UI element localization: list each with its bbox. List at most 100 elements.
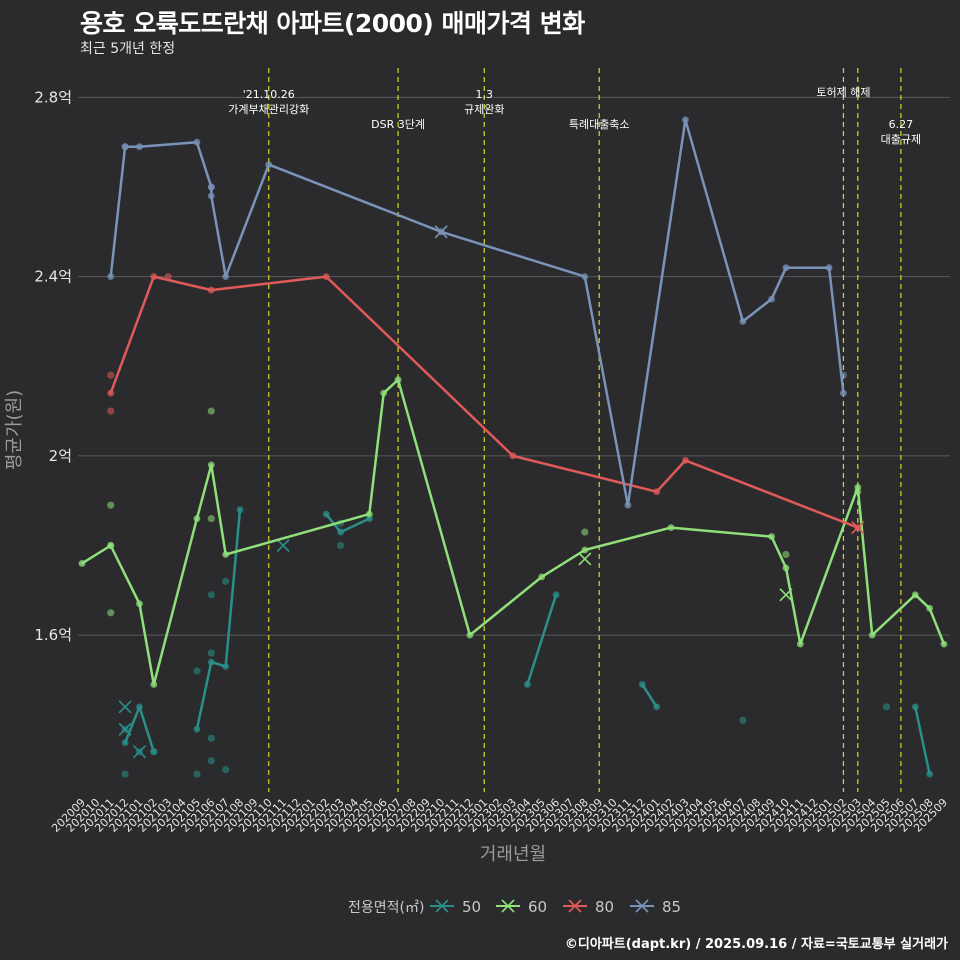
data-point-50 (222, 765, 230, 774)
data-point-50 (121, 770, 129, 778)
data-point-80 (107, 389, 115, 397)
data-point-85 (207, 183, 215, 191)
data-point-50 (193, 667, 201, 675)
data-point-60 (581, 528, 589, 536)
data-point-50 (121, 739, 129, 747)
data-point-85 (222, 273, 230, 281)
legend-swatch-cross (501, 899, 515, 913)
data-point-60 (107, 501, 115, 509)
data-point-85 (839, 371, 848, 379)
data-point-60 (380, 389, 388, 397)
data-point-80 (164, 273, 172, 281)
data-point-60 (78, 560, 86, 567)
data-point-60 (782, 564, 790, 572)
y-tick-label: 2.8억 (34, 88, 72, 106)
event-label: DSR 3단계 (371, 118, 425, 131)
data-point-60 (667, 524, 675, 531)
data-point-60 (107, 541, 115, 550)
data-point-50 (207, 591, 215, 599)
data-point-50 (193, 725, 201, 733)
data-point-60 (868, 631, 876, 639)
series-line-50 (526, 593, 558, 686)
data-point-85 (265, 161, 273, 168)
data-point-85 (121, 143, 129, 151)
data-point-60 (222, 551, 230, 558)
cross-marker-50 (118, 722, 132, 736)
data-point-50 (882, 703, 891, 711)
data-point-50 (236, 506, 244, 514)
series-lines (78, 116, 948, 778)
source-footer: ©디아파트(dapt.kr) / 2025.09.16 / 자료=국토교통부 실… (564, 937, 948, 952)
data-point-50 (337, 528, 344, 536)
event-label: 대출규제 (881, 133, 921, 146)
data-point-50 (222, 577, 230, 585)
event-label: 특례대출축소 (569, 118, 630, 131)
event-label: 규제완화 (464, 103, 504, 116)
data-point-85 (840, 389, 847, 397)
data-point-50 (207, 757, 215, 765)
axes: 1.6억2억2.4억2.8억20200920201020201120201220… (4, 88, 950, 865)
legend-label: 80 (595, 898, 614, 916)
data-point-50 (322, 510, 330, 518)
event-label: 6.27 (889, 118, 914, 131)
chart-title: 용호 오륙도뜨란채 아파트(2000) 매매가격 변화 (80, 9, 585, 38)
data-point-60 (365, 510, 373, 518)
data-point-50 (136, 703, 143, 711)
legend-label: 85 (662, 898, 681, 916)
y-tick-label: 1.6억 (34, 626, 72, 644)
cross-marker-50 (276, 538, 290, 553)
data-point-50 (739, 716, 747, 724)
data-point-50 (911, 703, 919, 711)
series-line-85 (109, 118, 845, 507)
x-axis-title: 거래년월 (480, 844, 546, 865)
data-point-85 (136, 143, 143, 151)
data-point-60 (581, 546, 589, 554)
data-point-85 (207, 192, 215, 200)
data-point-60 (394, 376, 402, 384)
event-label: 토허제 해제 (816, 85, 870, 99)
data-point-60 (911, 591, 919, 599)
legend-swatch-cross (435, 899, 449, 913)
data-point-60 (940, 640, 948, 648)
legend: 전용면적(㎡) 50 60 80 85 (348, 898, 681, 916)
y-tick-label: 2억 (49, 447, 72, 465)
cross-marker-60 (578, 552, 592, 566)
cross-marker-60 (779, 588, 793, 602)
cross-marker-80 (851, 521, 865, 535)
data-point-85 (825, 264, 833, 272)
data-point-60 (926, 604, 934, 612)
data-point-60 (854, 488, 862, 496)
data-point-60 (107, 609, 115, 617)
cross-marker-50 (118, 700, 132, 714)
data-point-60 (796, 640, 804, 648)
data-point-60 (150, 681, 158, 688)
data-point-50 (523, 681, 531, 688)
data-point-85 (682, 116, 689, 124)
data-point-50 (150, 748, 158, 756)
legend-title: 전용면적(㎡) (348, 900, 424, 916)
legend-label: 60 (528, 898, 547, 916)
legend-swatch-cross (635, 899, 649, 913)
data-point-50 (638, 681, 646, 688)
data-point-50 (926, 770, 934, 778)
event-label: 가계부채관리강화 (228, 103, 309, 116)
data-point-50 (653, 703, 661, 711)
data-point-85 (624, 501, 632, 509)
data-point-50 (337, 541, 345, 550)
data-point-80 (207, 286, 215, 294)
data-point-85 (768, 295, 775, 303)
series-line-50 (914, 705, 931, 776)
event-label: 1.3 (476, 88, 494, 101)
data-point-50 (207, 658, 215, 666)
legend-swatch-cross (568, 899, 582, 913)
cross-marker-85 (434, 225, 448, 239)
data-point-50 (222, 663, 230, 670)
legend-label: 50 (462, 898, 481, 916)
data-point-85 (193, 138, 201, 146)
series-line-50 (195, 508, 242, 731)
data-point-80 (682, 456, 689, 464)
event-label: '21.10.26 (243, 88, 295, 101)
data-point-85 (107, 273, 115, 281)
data-point-80 (653, 488, 661, 496)
